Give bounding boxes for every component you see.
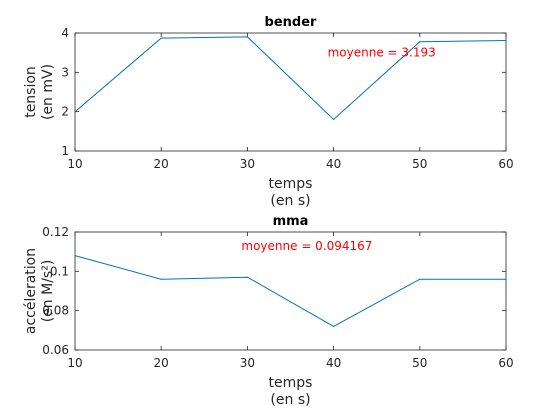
data-point bbox=[505, 278, 507, 280]
subplot-bender: 10 20 30 40 50 60 1 2 3 4 bender temps(en s) tension… bbox=[23, 15, 514, 209]
y-axis-label: tension bbox=[23, 66, 39, 118]
y-tick-label: 0.08 bbox=[42, 304, 69, 318]
data-point bbox=[160, 278, 162, 280]
subplot-mma: 10 20 30 40 50 60 0.06 0.08 0.1 0.12 mma temps(en s… bbox=[23, 214, 514, 408]
chart-title: bender bbox=[265, 15, 318, 30]
x-tick-label: 50 bbox=[412, 356, 427, 370]
data-point bbox=[74, 111, 76, 113]
data-point bbox=[419, 41, 421, 43]
x-tick-label: 50 bbox=[412, 157, 427, 171]
y-tick-label: 2 bbox=[61, 105, 69, 119]
x-tick-label: 40 bbox=[326, 157, 341, 171]
x-tick-label: 10 bbox=[67, 356, 82, 370]
mean-annotation: moyenne = 0.094167 bbox=[241, 239, 372, 253]
axes-frame bbox=[74, 231, 507, 351]
x-axis-label-unit: (en s) bbox=[270, 193, 310, 209]
y-axis-label-unit: (en M/s²) bbox=[40, 260, 56, 323]
x-axis-label-unit: (en s) bbox=[270, 392, 310, 408]
x-tick-label: 20 bbox=[154, 157, 169, 171]
y-tick-label: 3 bbox=[61, 65, 69, 79]
data-point bbox=[505, 39, 507, 42]
data-point bbox=[419, 278, 421, 280]
y-tick-label: 1 bbox=[61, 144, 69, 158]
y-tick-label: 4 bbox=[61, 26, 69, 40]
x-tick-label: 30 bbox=[240, 157, 255, 171]
data-point bbox=[246, 36, 248, 38]
chart-title: mma bbox=[273, 214, 309, 229]
x-tick-label: 20 bbox=[154, 356, 169, 370]
data-point bbox=[246, 276, 248, 278]
y-axis-label-unit: (en mV) bbox=[40, 64, 56, 120]
x-tick-label: 30 bbox=[240, 356, 255, 370]
x-tick-label: 60 bbox=[498, 356, 513, 370]
y-tick-label: 0.06 bbox=[42, 343, 69, 357]
x-tick-label: 40 bbox=[326, 356, 341, 370]
data-point bbox=[74, 255, 76, 257]
series-line bbox=[74, 36, 507, 121]
axes-frame bbox=[74, 32, 507, 152]
x-tick-label: 60 bbox=[498, 157, 513, 171]
data-point bbox=[160, 37, 162, 39]
data-point bbox=[333, 325, 335, 327]
x-axis-label: temps bbox=[269, 375, 313, 391]
data-point bbox=[333, 118, 335, 121]
y-tick-label: 0.12 bbox=[42, 225, 69, 239]
mean-annotation: moyenne = 3.193 bbox=[328, 46, 436, 60]
x-axis-label: temps bbox=[269, 176, 313, 192]
x-tick-label: 10 bbox=[67, 157, 82, 171]
series-line bbox=[74, 255, 506, 327]
y-axis-label: accéleration bbox=[23, 248, 39, 334]
y-tick-label: 0.1 bbox=[50, 264, 69, 278]
